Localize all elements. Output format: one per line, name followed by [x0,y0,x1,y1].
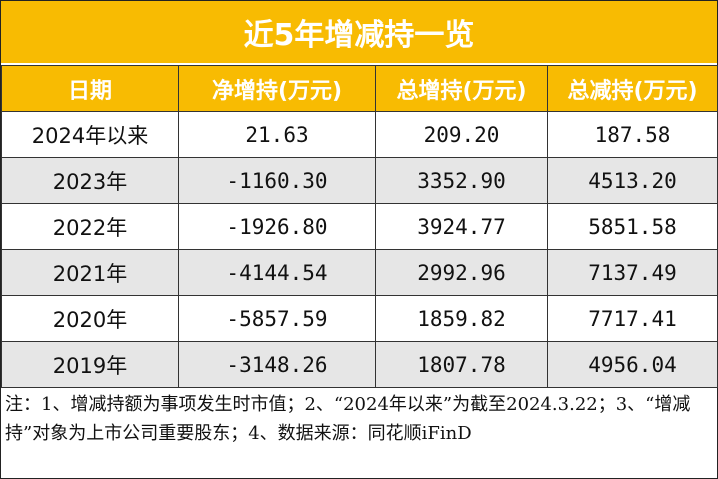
cell-date: 2019年 [1,341,179,388]
header-decrease: 总减持(万元) [547,65,718,112]
table-row: 2024年以来 21.63 209.20 187.58 [1,111,718,158]
cell-decrease: 4513.20 [547,157,718,204]
cell-decrease: 7717.41 [547,295,718,342]
cell-date: 2023年 [1,157,179,204]
holdings-table: 日期 净增持(万元) 总增持(万元) 总减持(万元) 2024年以来 21.63 2… [1,65,718,388]
cell-date: 2021年 [1,249,179,296]
cell-date: 2024年以来 [1,111,179,158]
table-row: 2021年 -4144.54 2992.96 7137.49 [1,249,718,296]
cell-net: 21.63 [178,111,376,158]
cell-net: -1160.30 [178,157,376,204]
header-date: 日期 [1,65,179,112]
header-net: 净增持(万元) [178,65,376,112]
table-row: 2022年 -1926.80 3924.77 5851.58 [1,203,718,250]
cell-decrease: 7137.49 [547,249,718,296]
cell-net: -5857.59 [178,295,376,342]
cell-increase: 209.20 [375,111,548,158]
cell-increase: 2992.96 [375,249,548,296]
cell-increase: 1859.82 [375,295,548,342]
cell-net: -4144.54 [178,249,376,296]
cell-date: 2020年 [1,295,179,342]
cell-date: 2022年 [1,203,179,250]
cell-net: -3148.26 [178,341,376,388]
table-row: 2020年 -5857.59 1859.82 7717.41 [1,295,718,342]
cell-decrease: 187.58 [547,111,718,158]
cell-increase: 3924.77 [375,203,548,250]
header-row: 日期 净增持(万元) 总增持(万元) 总减持(万元) [1,65,718,112]
table-row: 2019年 -3148.26 1807.78 4956.04 [1,341,718,388]
cell-decrease: 4956.04 [547,341,718,388]
table-row: 2023年 -1160.30 3352.90 4513.20 [1,157,718,204]
footnote: 注：1、增减持额为事项发生时市值；2、“2024年以来”为截至2024.3.22… [5,394,691,444]
header-increase: 总增持(万元) [375,65,548,112]
cell-increase: 3352.90 [375,157,548,204]
cell-net: -1926.80 [178,203,376,250]
table-title: 近5年增减持一览 [1,1,717,65]
cell-decrease: 5851.58 [547,203,718,250]
cell-increase: 1807.78 [375,341,548,388]
